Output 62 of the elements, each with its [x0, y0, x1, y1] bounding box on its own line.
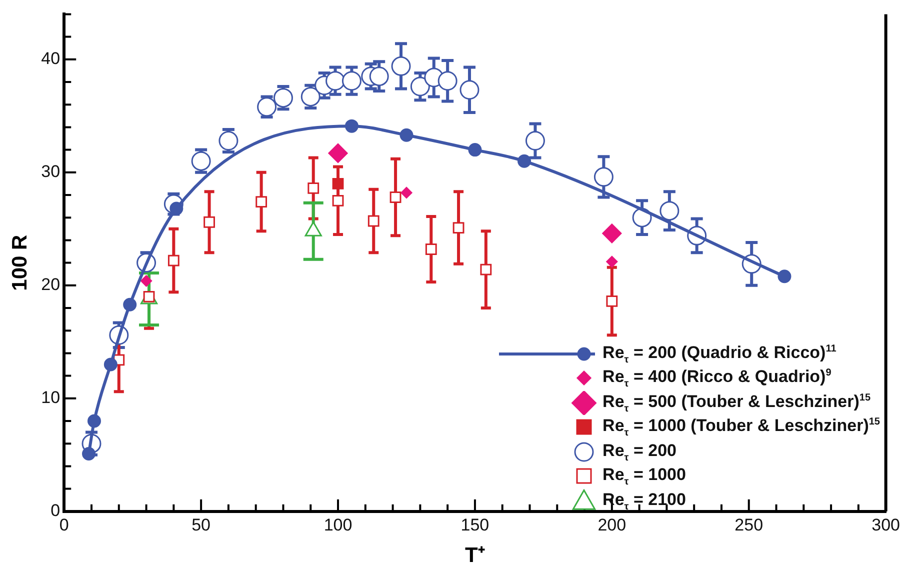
point: [332, 178, 344, 190]
y-tick-label: 20: [41, 275, 60, 294]
y-tick-label: 40: [41, 49, 60, 68]
x-tick-label: 250: [734, 515, 764, 534]
y-tick-label: 10: [41, 388, 60, 408]
x-axis-title: T⁺: [465, 544, 485, 568]
point: [606, 296, 618, 307]
point: [452, 222, 464, 234]
point: [143, 291, 155, 302]
point: [168, 254, 180, 266]
point: [342, 71, 362, 91]
point: [778, 270, 792, 284]
point: [368, 215, 380, 227]
y-axis-title: 100 R: [8, 234, 32, 291]
point: [273, 88, 293, 108]
point: [391, 56, 411, 76]
legend-label: Re$_{τ}$ = 400 (Ricco & Quadrio)$^{9}$: [602, 367, 832, 390]
point: [344, 119, 358, 133]
point: [123, 298, 137, 312]
legend-label: Re$_{τ}$ = 200: [602, 440, 676, 463]
point: [594, 167, 614, 187]
point: [104, 358, 118, 372]
point: [660, 201, 680, 221]
legend-label: Re$_{τ}$ = 500 (Touber & Leschziner)$^{15}$: [602, 392, 871, 414]
point: [257, 97, 277, 117]
point: [438, 71, 458, 91]
point: [390, 192, 402, 203]
point: [518, 154, 532, 168]
point: [410, 76, 430, 96]
x-tick-label: 300: [872, 515, 900, 534]
point: [480, 264, 492, 276]
y-tick-label: 0: [50, 501, 60, 520]
point: [468, 143, 482, 157]
point: [400, 186, 412, 198]
x-tick-label: 150: [460, 515, 490, 534]
point: [87, 414, 101, 428]
point: [191, 151, 211, 171]
point: [82, 447, 96, 461]
point: [525, 131, 545, 151]
point: [204, 216, 215, 228]
point: [218, 131, 238, 151]
point: [326, 71, 346, 91]
point: [425, 244, 437, 255]
point: [369, 66, 389, 86]
legend-label: Re$_{τ}$ = 2100: [602, 490, 686, 512]
point: [606, 256, 618, 268]
point: [256, 196, 268, 208]
point: [332, 194, 344, 206]
legend-label: Re$_{τ}$ = 200 (Quadrio & Ricco)$^{11}$: [602, 342, 836, 365]
point: [460, 80, 480, 100]
point: [300, 86, 320, 106]
y-tick-label: 30: [41, 162, 60, 182]
point: [140, 275, 152, 287]
legend-label: Re$_{τ}$ = 1000: [602, 465, 686, 488]
x-tick-label: 200: [598, 515, 626, 534]
point: [602, 224, 622, 244]
x-tick-label: 100: [324, 515, 352, 534]
point: [328, 143, 348, 163]
point: [400, 128, 414, 142]
legend-label: Re$_{τ}$ = 1000 (Touber & Leschziner)$^{15}$: [602, 416, 880, 438]
x-tick-label: 50: [192, 515, 211, 534]
point: [308, 182, 320, 194]
